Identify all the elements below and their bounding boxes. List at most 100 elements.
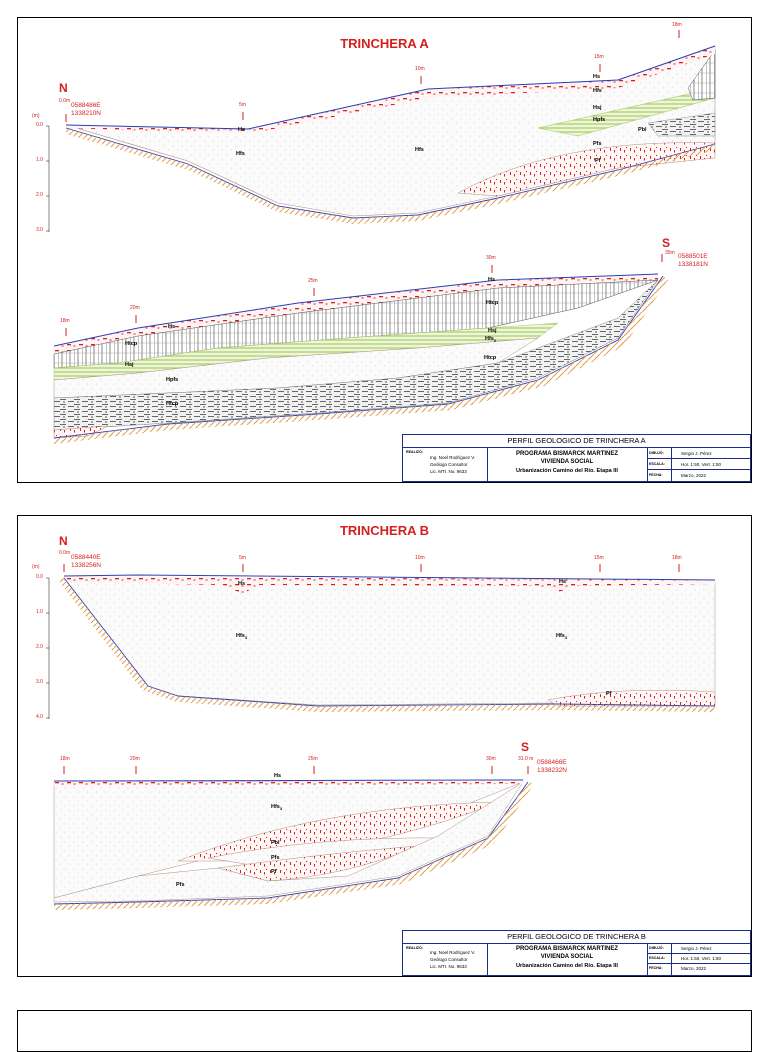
unit-label: Pfs bbox=[271, 855, 280, 861]
chain-label: 18m bbox=[60, 756, 70, 762]
unit-label: Htcp bbox=[484, 355, 497, 361]
chain-markers-b-top bbox=[63, 564, 680, 572]
unit-label-sub: 3 bbox=[564, 635, 568, 641]
chain-label: 5m bbox=[239, 555, 246, 561]
surface-line-bottom-b bbox=[53, 779, 524, 782]
start-coord-e-b: 0588440E bbox=[71, 554, 101, 561]
realizo-line: Lic. MTI. No. 9633 bbox=[430, 469, 467, 474]
unit-label-main: Hfs bbox=[485, 336, 494, 342]
sheet-trinchera-a: TRINCHERA A N 0.0m 0588486E 1338210N (m)… bbox=[17, 17, 752, 483]
south-label-b: S bbox=[521, 740, 530, 754]
unit-label: Pf bbox=[595, 158, 601, 164]
depth-tick-label: 3.0 bbox=[36, 227, 43, 233]
unit-label: Pf bbox=[271, 869, 277, 875]
unit-label: Hs bbox=[488, 277, 496, 283]
depth-tick-label: 3.0 bbox=[36, 679, 43, 685]
unit-label: Hsj bbox=[125, 362, 134, 368]
title-trinchera-b: TRINCHERA B bbox=[339, 523, 430, 538]
unit-label-main: Hfs bbox=[556, 633, 565, 639]
unit-label: Htcp bbox=[125, 341, 138, 347]
unit-label-hfs3: Hfs3 bbox=[236, 633, 247, 640]
unit-label: Hs bbox=[238, 127, 246, 133]
project-line: VIVIENDA SOCIAL bbox=[540, 459, 594, 465]
depth-tick-label: 4.0 bbox=[36, 714, 43, 720]
fecha-value: Marzo, 2022 bbox=[681, 966, 707, 971]
end-coord-n-a: 1338181N bbox=[678, 261, 708, 268]
end-coord-e-a: 0588501E bbox=[678, 253, 708, 260]
unit-label-hfs2: Hfs2 bbox=[485, 336, 496, 343]
layer-pf-top-b bbox=[547, 689, 716, 707]
unit-label: Hs bbox=[168, 324, 176, 330]
chain-markers-a-top bbox=[65, 30, 680, 122]
depth-axis-a bbox=[46, 125, 50, 232]
profile-trinchera-a bbox=[46, 30, 716, 444]
start-chain-b: 0.0m bbox=[59, 550, 71, 556]
unit-label-main: Hfs bbox=[271, 804, 280, 810]
depth-tick-label: 2.0 bbox=[36, 644, 43, 650]
chain-label: 30m bbox=[486, 756, 496, 762]
label-fecha: FECHA: bbox=[649, 966, 663, 970]
start-chain-a: 0.0m bbox=[59, 98, 71, 104]
depth-tick-label: 1.0 bbox=[36, 609, 43, 615]
north-label-b: N bbox=[59, 534, 68, 548]
start-coord-e-a: 0588486E bbox=[71, 102, 101, 109]
realizo-line: Geólogo Consultor bbox=[430, 957, 468, 962]
chain-label: 18m bbox=[672, 555, 682, 561]
unit-label: Htcp bbox=[486, 300, 499, 306]
chain-label: 18m bbox=[60, 318, 70, 324]
end-chain-a: 35m bbox=[665, 250, 675, 256]
realizo-line: Geólogo Consultor bbox=[430, 462, 468, 467]
unit-label: Hsj bbox=[593, 105, 602, 111]
chain-label: 10m bbox=[415, 66, 425, 72]
chain-label: 20m bbox=[130, 756, 140, 762]
unit-label-sub: 3 bbox=[244, 635, 248, 641]
unit-label: Pfs bbox=[176, 882, 185, 888]
chain-label: 15m bbox=[594, 54, 604, 60]
surface-line-bottom bbox=[53, 273, 659, 347]
layer-hs-bottom bbox=[54, 274, 658, 354]
label-escala: ESCALA: bbox=[649, 462, 665, 466]
dibujo-value: Sergio J. Pérez bbox=[681, 946, 712, 951]
unit-label: Hs bbox=[593, 74, 601, 80]
unit-label: Hs bbox=[274, 773, 282, 779]
depth-axis-b bbox=[46, 577, 50, 719]
sheet-trinchera-b: TRINCHERA B N 0.0m 0588440E 1338256N (m)… bbox=[17, 515, 752, 977]
title-block-heading: PERFIL GEOLOGICO DE TRINCHERA B bbox=[403, 931, 750, 944]
chain-label: 30m bbox=[486, 255, 496, 261]
end-coord-n-b: 1338232N bbox=[537, 767, 567, 774]
unit-label: Hfs bbox=[593, 88, 602, 94]
unit-label-sub: 3 bbox=[279, 806, 283, 812]
depth-unit-b: (m) bbox=[32, 564, 40, 570]
start-coord-n-b: 1338256N bbox=[71, 562, 101, 569]
chain-label: 25m bbox=[308, 278, 318, 284]
layer-gray-top bbox=[647, 112, 716, 137]
chain-label: 25m bbox=[308, 756, 318, 762]
start-coord-n-a: 1338210N bbox=[71, 110, 101, 117]
chain-label: 5m bbox=[239, 102, 246, 108]
surface-line-top-b bbox=[63, 574, 716, 581]
unit-label: Htcp bbox=[166, 401, 179, 407]
unit-label: Pbl bbox=[638, 127, 647, 133]
fecha-value: Marzo, 2022 bbox=[681, 473, 707, 478]
depth-unit-a: (m) bbox=[32, 113, 40, 119]
unit-label: Pfs bbox=[593, 141, 602, 147]
unit-label: Hpfs bbox=[166, 377, 179, 383]
unit-label: Hsj bbox=[488, 328, 497, 334]
unit-label: Pf bbox=[606, 691, 612, 697]
north-label-a: N bbox=[59, 81, 68, 95]
layer-htcp-bottom-2 bbox=[53, 279, 659, 431]
unit-label: Pbl bbox=[271, 840, 280, 846]
depth-tick-label: 0.0 bbox=[36, 574, 43, 580]
unit-label: Hfs bbox=[415, 147, 424, 153]
profile-trinchera-b bbox=[46, 564, 716, 910]
depth-tick-label: 2.0 bbox=[36, 192, 43, 198]
layer-hs-bottom-b bbox=[54, 781, 523, 786]
label-escala: ESCALA: bbox=[649, 956, 665, 960]
escala-value: Hor. 1:50, Vert. 1:50 bbox=[681, 956, 722, 961]
label-dibujo: DIBUJÓ: bbox=[649, 946, 664, 950]
label-realizo: REALIZÓ: bbox=[406, 946, 423, 950]
chain-markers-a-bottom bbox=[65, 254, 663, 336]
label-realizo: REALIZÓ: bbox=[406, 450, 423, 454]
realizo-line: Ing. Noel Rodríguez V. bbox=[430, 455, 476, 460]
title-trinchera-a: TRINCHERA A bbox=[340, 36, 429, 51]
